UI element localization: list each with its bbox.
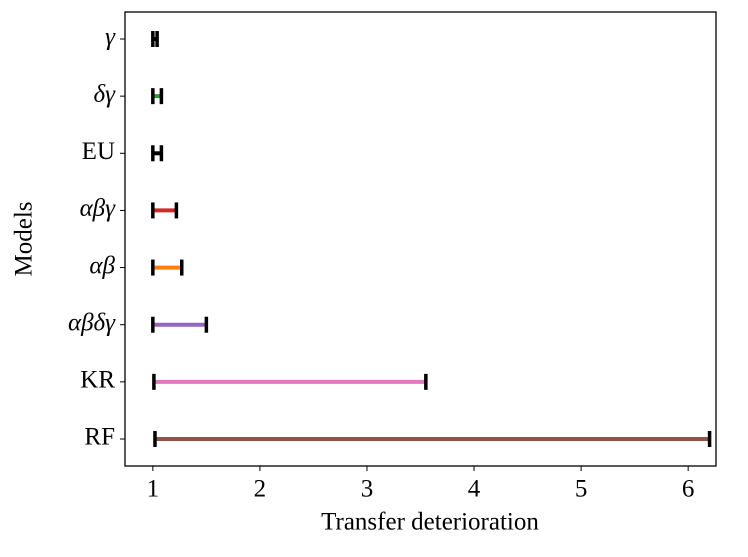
x-tick-label: 1: [147, 476, 160, 503]
y-tick-label: γ: [105, 24, 116, 51]
y-tick-label: RF: [84, 424, 115, 451]
y-tick-label: EU: [82, 138, 115, 165]
y-tick-label: KR: [80, 367, 115, 394]
x-tick-label: 6: [682, 476, 695, 503]
x-tick-label: 4: [468, 476, 481, 503]
y-tick-label: αβδγ: [68, 309, 116, 336]
x-tick-label: 5: [575, 476, 588, 503]
y-tick-label: δγ: [94, 81, 117, 108]
y-tick-label: αβγ: [80, 195, 117, 222]
x-axis-label: Transfer deterioration: [321, 509, 539, 536]
y-tick-label: αβ: [89, 252, 115, 279]
x-tick-label: 3: [361, 476, 374, 503]
plot-frame: [124, 11, 717, 467]
y-axis-label: Models: [11, 202, 38, 277]
x-tick-label: 2: [254, 476, 267, 503]
